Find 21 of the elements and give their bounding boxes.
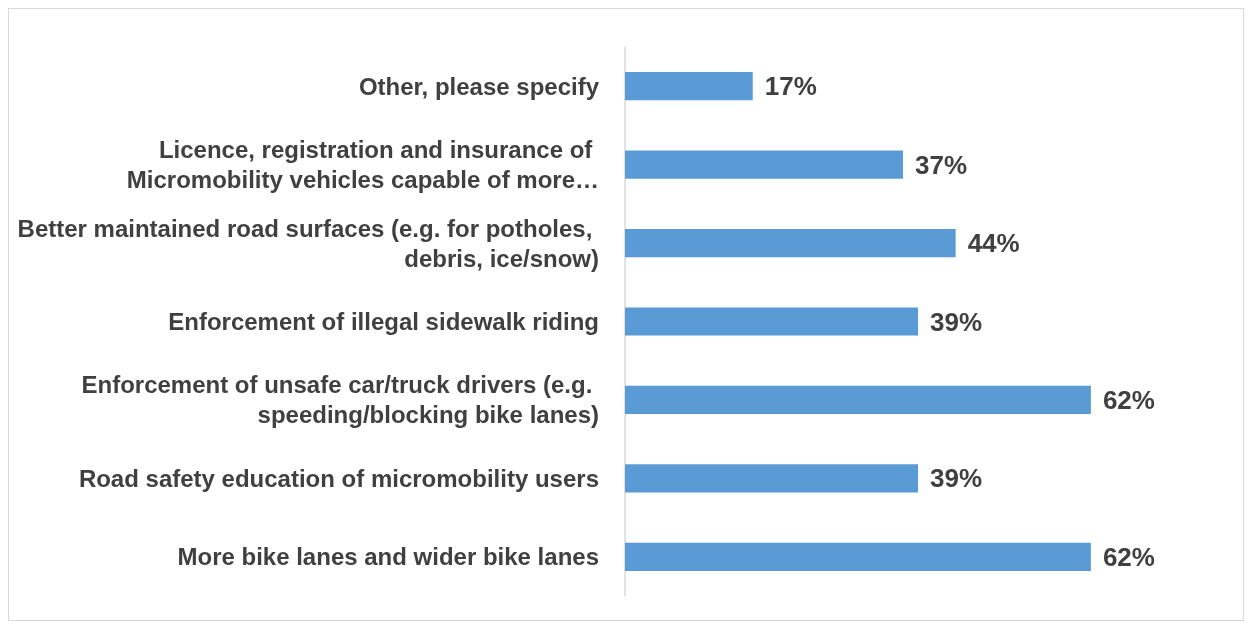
y-tick-label: Licence, registration and insurance of Micromobility vehicles capable of more… (126, 136, 599, 194)
bar (625, 385, 1091, 415)
y-tick-label: Road safety education of micromobility users (78, 464, 599, 492)
data-label: 37% (915, 149, 968, 180)
data-label: 17% (764, 71, 817, 102)
bar (625, 307, 919, 336)
bar (625, 464, 919, 493)
bar (625, 72, 753, 101)
data-label: 62% (1102, 541, 1155, 572)
data-label: 39% (930, 306, 983, 337)
bar (625, 228, 956, 258)
bar (625, 542, 1091, 571)
data-label: 44% (967, 228, 1020, 259)
data-label: 39% (930, 463, 983, 494)
y-tick-label: Other, please specify (358, 72, 600, 100)
bar (625, 150, 904, 179)
y-tick-label: More bike lanes and wider bike lanes (177, 543, 599, 571)
y-tick-label: Enforcement of illegal sidewalk riding (168, 308, 599, 335)
data-label: 62% (1102, 384, 1155, 415)
y-tick-label: Enforcement of unsafe car/truck drivers (e.g. speeding/blocking bike lanes) (81, 371, 599, 429)
y-tick-label: Better maintained road surfaces (e.g. for potholes, debris, ice/snow) (17, 214, 599, 272)
